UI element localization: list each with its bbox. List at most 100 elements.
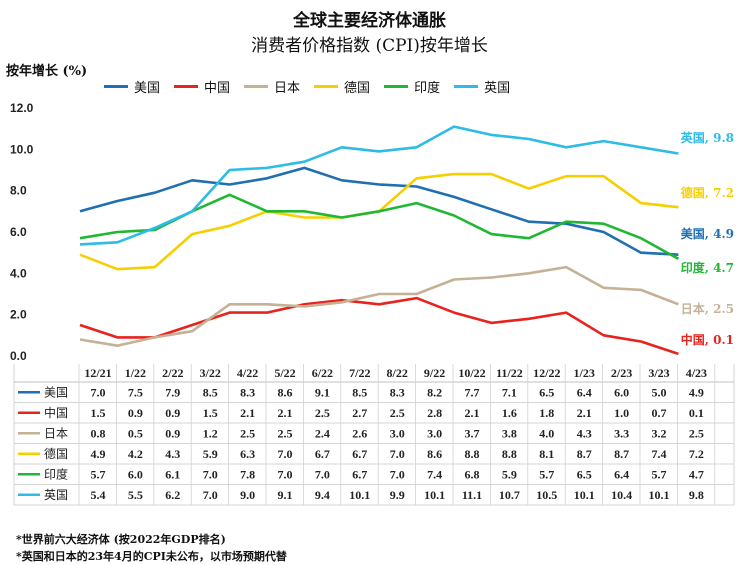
- legend-swatch-china: [174, 85, 199, 88]
- table-row-name-japan: 日本: [44, 426, 68, 440]
- x-tick-label: 8/22: [387, 366, 408, 380]
- table-cell: 10.5: [536, 488, 557, 502]
- table-cell: 7.9: [165, 385, 180, 399]
- table-cell: 4.9: [91, 447, 106, 461]
- table-cell: 8.2: [427, 385, 442, 399]
- table-cell: 9.9: [390, 488, 405, 502]
- table-cell: 9.8: [689, 488, 704, 502]
- table-cell: 10.1: [349, 488, 370, 502]
- table-cell: 3.0: [390, 426, 405, 440]
- table-cell: 3.3: [614, 426, 629, 440]
- table-cell: 9.4: [315, 488, 330, 502]
- table-cell: 2.5: [240, 426, 255, 440]
- legend-item-japan: 日本: [244, 77, 300, 96]
- table-cell: 6.5: [539, 385, 554, 399]
- table-cell: 0.7: [652, 406, 667, 420]
- table-cell: 6.7: [315, 447, 330, 461]
- legend-swatch-india: [384, 85, 409, 88]
- table-cell: 2.5: [390, 406, 405, 420]
- table-cell: 1.5: [203, 406, 218, 420]
- table-cell: 8.6: [278, 385, 293, 399]
- series-line-uk: [79, 125, 679, 246]
- table-cell: 6.0: [128, 467, 143, 481]
- x-tick-label: 11/22: [496, 366, 523, 380]
- table-cell: 8.5: [352, 385, 367, 399]
- series-line-us: [79, 166, 679, 256]
- end-label-uk: 英国, 9.8: [681, 130, 734, 145]
- x-tick-label: 1/23: [574, 366, 595, 380]
- table-cell: 8.5: [203, 385, 218, 399]
- table-cell: 4.0: [539, 426, 554, 440]
- table-row-name-uk: 英国: [44, 488, 68, 502]
- table-row-name-china: 中国: [44, 405, 68, 420]
- end-label-us: 美国, 4.9: [681, 226, 734, 241]
- table-cell: 2.5: [315, 406, 330, 420]
- table-cell: 2.1: [465, 406, 480, 420]
- x-tick-label: 4/23: [686, 366, 707, 380]
- legend-label-china: 中国: [204, 81, 231, 96]
- y-tick-label: 12.0: [10, 101, 34, 115]
- table-cell: 1.0: [614, 406, 629, 420]
- y-tick-label: 4.0: [10, 266, 27, 280]
- legend-label-india: 印度: [414, 81, 441, 96]
- table-cell: 2.1: [240, 406, 255, 420]
- table-cell: 0.9: [165, 406, 180, 420]
- table-cell: 7.4: [652, 447, 667, 461]
- table-cell: 7.7: [465, 385, 480, 399]
- table-cell: 11.1: [462, 488, 482, 502]
- table-cell: 10.1: [424, 488, 445, 502]
- chart-title: 全球主要经济体通胀: [293, 11, 446, 31]
- table-cell: 0.9: [165, 426, 180, 440]
- table-cell: 7.0: [390, 467, 405, 481]
- table-cell: 1.8: [539, 406, 554, 420]
- table-cell: 8.8: [465, 447, 480, 461]
- table-cell: 5.9: [502, 467, 517, 481]
- table-cell: 7.2: [689, 447, 704, 461]
- footnote-ranking: *世界前六大经济体 (按2022年GDP排名): [16, 533, 226, 546]
- legend-swatch-japan: [244, 85, 269, 88]
- table-cell: 2.5: [689, 426, 704, 440]
- table-cell: 1.2: [203, 426, 218, 440]
- end-label-india: 印度, 4.7: [681, 260, 734, 275]
- table-cell: 4.7: [689, 467, 704, 481]
- legend-item-germany: 德国: [314, 77, 370, 96]
- footnote-forecast: *英国和日本的23年4月的CPI未公布，以市场预期代替: [16, 550, 287, 563]
- table-cell: 10.4: [611, 488, 632, 502]
- y-tick-label: 0.0: [10, 349, 27, 363]
- table-cell: 7.4: [427, 467, 442, 481]
- table-cell: 0.5: [128, 426, 143, 440]
- table-cell: 6.8: [465, 467, 480, 481]
- x-tick-label: 7/22: [349, 366, 370, 380]
- legend-item-uk: 英国: [454, 77, 510, 96]
- table-cell: 6.4: [614, 467, 629, 481]
- table-cell: 7.0: [278, 467, 293, 481]
- x-tick-label: 2/23: [611, 366, 632, 380]
- table-row-name-india: 印度: [44, 466, 68, 481]
- end-label-japan: 日本, 2.5: [681, 301, 734, 316]
- legend-swatch-us: [104, 85, 128, 88]
- table-cell: 5.7: [91, 467, 106, 481]
- table-cell: 3.2: [652, 426, 667, 440]
- y-axis-label: 按年增长 (%): [6, 64, 88, 79]
- legend-item-india: 印度: [384, 77, 440, 96]
- x-tick-label: 4/22: [237, 366, 258, 380]
- table-cell: 5.9: [203, 447, 218, 461]
- table-cell: 4.9: [689, 385, 704, 399]
- legend-swatch-uk: [454, 85, 479, 88]
- x-tick-label: 9/22: [424, 366, 445, 380]
- legend-item-china: 中国: [174, 77, 230, 96]
- table-cell: 5.4: [91, 488, 106, 502]
- x-tick-label: 6/22: [312, 366, 333, 380]
- table-cell: 2.8: [427, 406, 442, 420]
- end-label-china: 中国, 0.1: [681, 332, 734, 347]
- table-cell: 8.3: [240, 385, 255, 399]
- table-cell: 2.6: [352, 426, 367, 440]
- table-row-name-us: 美国: [44, 385, 68, 399]
- table-cell: 7.8: [240, 467, 255, 481]
- x-tick-label: 3/23: [648, 366, 669, 380]
- table-cell: 7.0: [203, 467, 218, 481]
- table-cell: 7.0: [91, 385, 106, 399]
- table-cell: 1.5: [91, 406, 106, 420]
- table-cell: 8.8: [502, 447, 517, 461]
